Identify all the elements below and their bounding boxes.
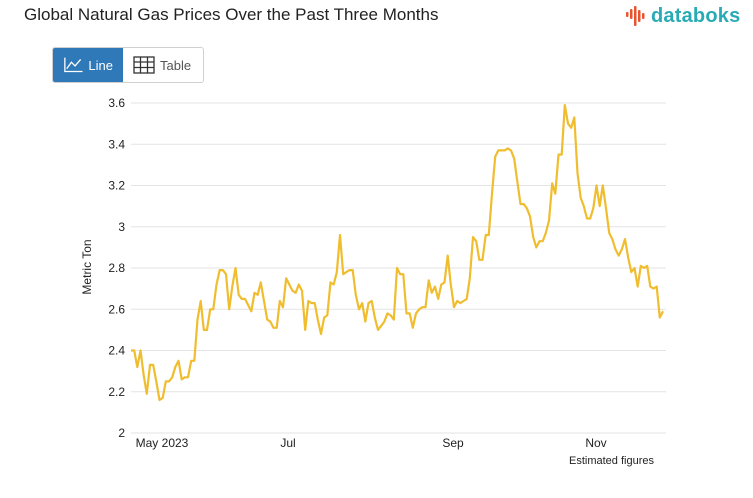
table-view-label: Table [160,57,192,73]
y-tick-label: 2 [118,426,125,440]
y-axis-ticks: 2 2.2 2.4 2.6 2.8 3 3.2 3.4 3.6 [108,96,125,440]
chart-title: Global Natural Gas Prices Over the Past … [24,5,439,24]
view-toggle: Line Table [52,47,204,83]
line-chart-icon [64,57,83,73]
x-axis-ticks: May 2023 Jul Sep Nov [136,436,607,450]
brand-logo[interactable]: databoks [626,4,740,28]
y-tick-label: 2.6 [108,302,125,316]
y-tick-label: 2.4 [108,344,125,358]
brand-name: databoks [651,4,741,27]
y-tick-label: 3.4 [108,137,125,151]
line-view-button[interactable]: Line [53,48,123,82]
estimated-note: Estimated figures [569,455,654,467]
brand-logo-icon [626,6,645,26]
series-line [131,104,664,402]
y-tick-label: 2.8 [108,261,125,275]
y-tick-label: 2.2 [108,385,125,399]
gridlines [131,102,666,434]
y-tick-label: 3.6 [108,96,125,110]
x-tick-label: Jul [280,436,295,450]
y-tick-label: 3.2 [108,179,125,193]
x-tick-label: Sep [442,436,464,450]
table-grid-icon [133,56,155,74]
x-tick-label: May 2023 [136,436,189,450]
line-view-label: Line [88,57,113,73]
table-view-button[interactable]: Table [123,48,202,82]
y-axis-label: Metric Ton [80,239,94,294]
y-tick-label: 3 [118,220,125,234]
x-tick-label: Nov [585,436,606,450]
